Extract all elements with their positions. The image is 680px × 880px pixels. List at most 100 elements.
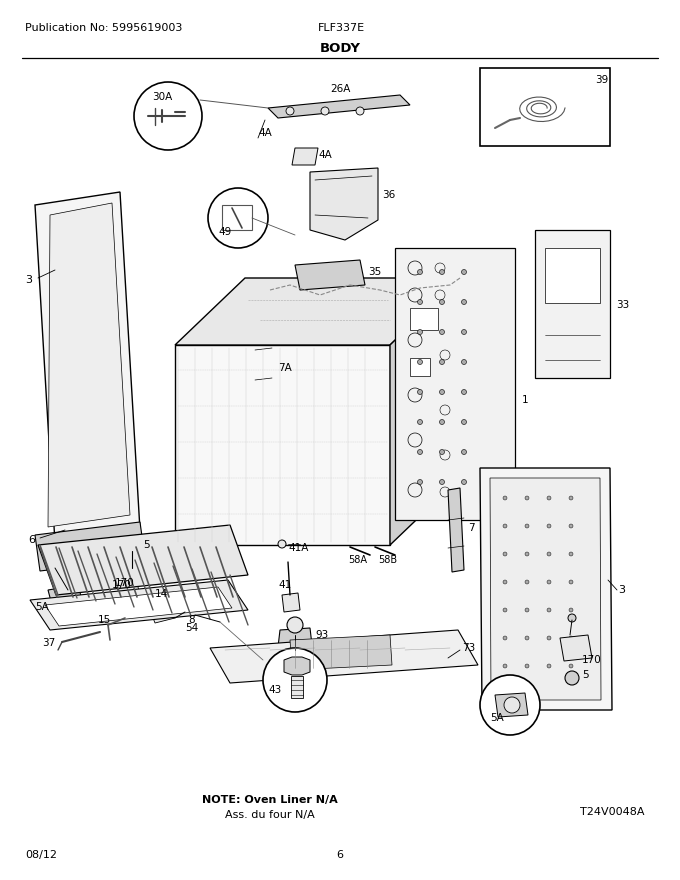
Circle shape [480, 675, 540, 735]
Circle shape [208, 188, 268, 248]
Polygon shape [290, 635, 392, 670]
Circle shape [525, 552, 529, 556]
Polygon shape [30, 580, 248, 630]
Text: NOTE: Oven Liner N/A: NOTE: Oven Liner N/A [202, 795, 338, 805]
Circle shape [525, 636, 529, 640]
Circle shape [503, 552, 507, 556]
Circle shape [462, 269, 466, 275]
Polygon shape [48, 203, 130, 527]
Text: 26A: 26A [330, 84, 350, 94]
Text: 3: 3 [25, 275, 32, 285]
Text: 5: 5 [143, 540, 150, 550]
Circle shape [439, 420, 445, 424]
Polygon shape [395, 248, 515, 520]
Circle shape [356, 107, 364, 115]
Circle shape [569, 580, 573, 584]
Circle shape [435, 290, 445, 300]
Circle shape [547, 608, 551, 612]
Circle shape [569, 496, 573, 500]
Polygon shape [45, 587, 232, 626]
Circle shape [418, 390, 422, 394]
Circle shape [408, 333, 422, 347]
Text: 58B: 58B [378, 555, 397, 565]
Text: 39: 39 [595, 75, 608, 85]
Text: Publication No: 5995619003: Publication No: 5995619003 [25, 23, 182, 33]
Circle shape [439, 480, 445, 485]
Circle shape [408, 433, 422, 447]
Circle shape [440, 350, 450, 360]
Text: 4A: 4A [258, 128, 272, 138]
Text: BODY: BODY [320, 41, 360, 55]
Text: 35: 35 [368, 267, 381, 277]
Circle shape [504, 697, 520, 713]
Circle shape [187, 605, 197, 615]
Circle shape [525, 580, 529, 584]
Circle shape [439, 390, 445, 394]
Circle shape [439, 269, 445, 275]
Circle shape [547, 524, 551, 528]
Polygon shape [35, 192, 140, 543]
Polygon shape [35, 522, 145, 571]
Polygon shape [284, 657, 310, 675]
Text: 41: 41 [278, 580, 291, 590]
Text: 33: 33 [616, 300, 629, 310]
Circle shape [408, 388, 422, 402]
Text: 170: 170 [112, 580, 132, 590]
Circle shape [462, 299, 466, 304]
Circle shape [565, 671, 579, 685]
Circle shape [418, 480, 422, 485]
Circle shape [440, 450, 450, 460]
Text: 3: 3 [618, 585, 625, 595]
Polygon shape [115, 575, 140, 598]
Bar [410, 358, 430, 376]
Polygon shape [175, 345, 390, 545]
Polygon shape [278, 628, 312, 647]
Bar [480, 68, 610, 146]
Circle shape [503, 524, 507, 528]
Text: FLF337E: FLF337E [318, 23, 365, 33]
Circle shape [122, 547, 128, 553]
Circle shape [435, 263, 445, 273]
Circle shape [503, 636, 507, 640]
Circle shape [462, 450, 466, 454]
Polygon shape [480, 468, 612, 710]
Text: 170: 170 [582, 655, 602, 665]
Circle shape [408, 288, 422, 302]
Polygon shape [490, 478, 601, 700]
Text: T24V0048A: T24V0048A [580, 807, 645, 817]
Text: 4A: 4A [318, 150, 332, 160]
Circle shape [108, 547, 114, 553]
Circle shape [418, 269, 422, 275]
Polygon shape [390, 278, 460, 545]
Text: 54: 54 [185, 623, 199, 633]
Circle shape [418, 299, 422, 304]
Circle shape [503, 608, 507, 612]
Text: 5A: 5A [35, 602, 49, 612]
Circle shape [569, 552, 573, 556]
Polygon shape [48, 585, 82, 605]
Text: 30A: 30A [152, 92, 172, 102]
Bar [410, 308, 438, 330]
Text: 49: 49 [218, 227, 231, 237]
Circle shape [440, 405, 450, 415]
Circle shape [462, 420, 466, 424]
Circle shape [439, 299, 445, 304]
Circle shape [525, 524, 529, 528]
Text: 7: 7 [468, 523, 475, 533]
Polygon shape [282, 593, 300, 612]
Circle shape [568, 614, 576, 622]
Circle shape [439, 360, 445, 364]
Polygon shape [448, 488, 464, 572]
Circle shape [408, 483, 422, 497]
Text: 5: 5 [582, 670, 589, 680]
Polygon shape [255, 318, 272, 422]
Circle shape [126, 539, 138, 551]
Text: 43: 43 [268, 685, 282, 695]
Text: 15: 15 [98, 615, 112, 625]
Text: 5A: 5A [490, 713, 504, 723]
Circle shape [263, 648, 327, 712]
Circle shape [462, 360, 466, 364]
Circle shape [569, 664, 573, 668]
Polygon shape [292, 148, 318, 165]
Circle shape [80, 547, 86, 553]
